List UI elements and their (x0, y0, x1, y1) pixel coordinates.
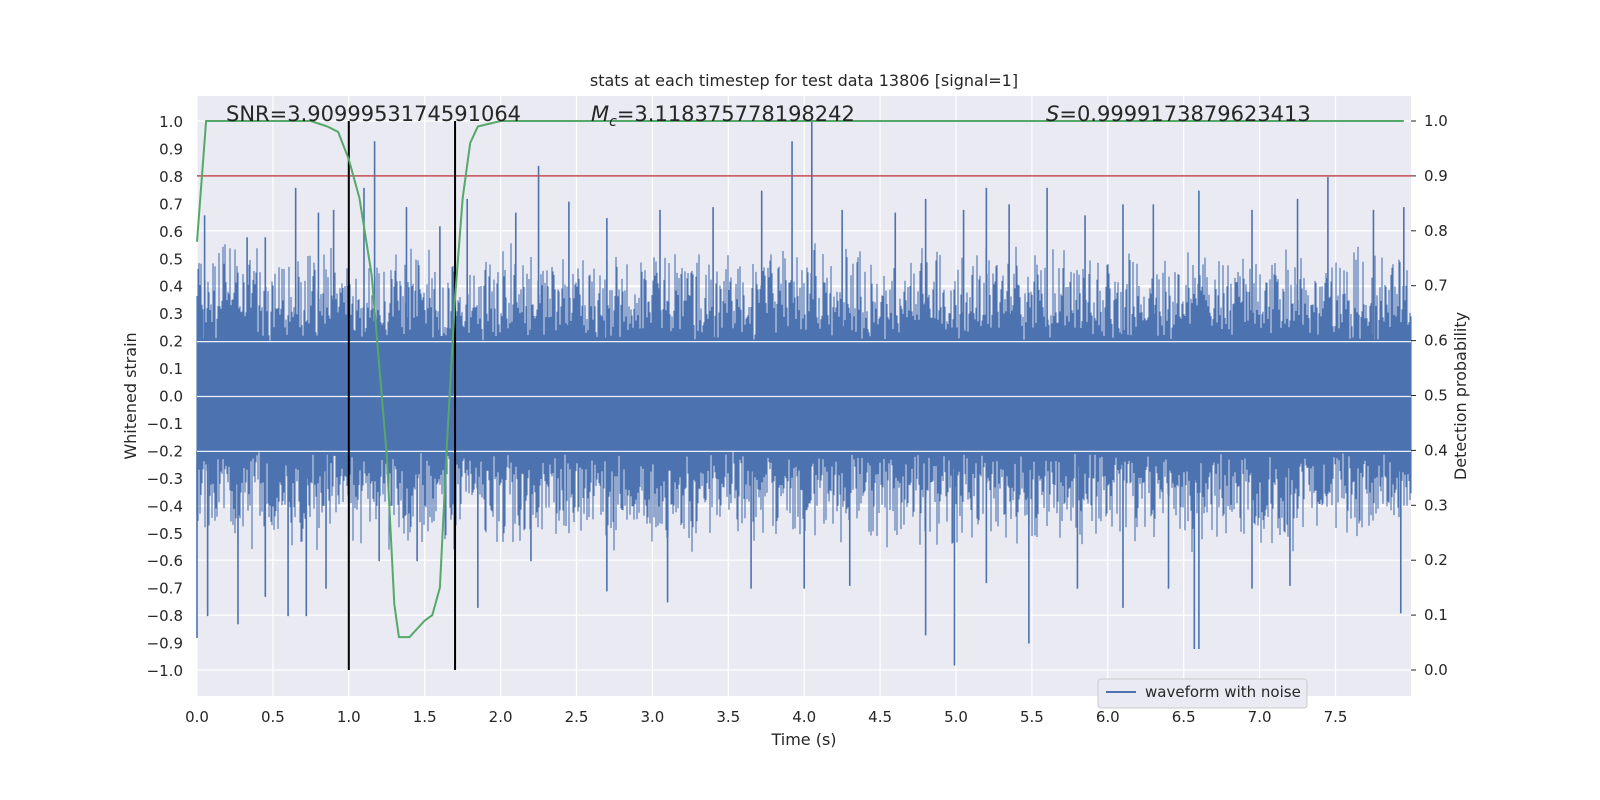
y-tick-label: −0.8 (147, 607, 183, 625)
legend: waveform with noise (1097, 678, 1308, 709)
legend-label: waveform with noise (1145, 683, 1301, 701)
y2-tick-label: 0.2 (1424, 551, 1448, 569)
y-axis-label: Whitened strain (121, 332, 140, 459)
y-tick-label: 0.7 (159, 195, 183, 213)
y2-tick-label: 0.5 (1424, 387, 1448, 405)
x-tick-label: 5.5 (1020, 708, 1044, 726)
y-tick-label: −0.1 (147, 415, 183, 433)
y-tick-label: 0.8 (159, 168, 183, 186)
y2-tick-label: 0.9 (1424, 167, 1448, 185)
y-tick-label: −1.0 (147, 662, 183, 680)
y-tick-label: −0.3 (147, 470, 183, 488)
y2-axis-label: Detection probability (1451, 312, 1470, 480)
x-tick-label: 4.0 (792, 708, 816, 726)
x-tick-label: 6.5 (1172, 708, 1196, 726)
x-tick-label: 6.0 (1096, 708, 1120, 726)
probability-line (196, 120, 1404, 639)
chart-title: stats at each timestep for test data 138… (590, 71, 1018, 90)
y-tick-label: 0.2 (159, 333, 183, 351)
x-tick-label: 1.0 (337, 708, 361, 726)
y-tick-label: −0.7 (147, 580, 183, 598)
x-tick-label: 0.0 (185, 708, 209, 726)
y-tick-label: −0.4 (147, 497, 183, 515)
x-tick-label: 4.5 (868, 708, 892, 726)
legend-box (1097, 678, 1308, 709)
x-tick-label: 3.5 (716, 708, 740, 726)
y2-tick-label: 0.8 (1424, 222, 1448, 240)
y2-tick-label: 0.7 (1424, 277, 1448, 295)
x-axis-label: Time (s) (770, 730, 836, 749)
y-tick-label: 0.1 (159, 360, 183, 378)
y-tick-label: −0.5 (147, 525, 183, 543)
y2-tick-label: 1.0 (1424, 112, 1448, 130)
y-tick-label: 0.3 (159, 305, 183, 323)
y-tick-label: 0.6 (159, 223, 183, 241)
y-tick-label: −0.9 (147, 635, 183, 653)
y-tick-label: 0.9 (159, 140, 183, 158)
s-annotation: S=0.9999173879623413 (1046, 102, 1311, 126)
x-tick-label: 7.5 (1324, 708, 1348, 726)
x-tick-label: 2.0 (489, 708, 513, 726)
y2-tick-label: 0.4 (1424, 441, 1448, 459)
y2-tick-label: 0.0 (1424, 661, 1448, 679)
x-tick-label: 0.5 (261, 708, 285, 726)
y-tick-label: 0.5 (159, 250, 183, 268)
snr-annotation: SNR=3.9099953174591064 (226, 102, 521, 126)
y2-tick-label: 0.6 (1424, 332, 1448, 350)
x-tick-label: 2.5 (565, 708, 589, 726)
x-tick-label: 1.5 (413, 708, 437, 726)
x-tick-label: 3.0 (640, 708, 664, 726)
x-tick-label: 5.0 (944, 708, 968, 726)
y-tick-label: 0.4 (159, 278, 183, 296)
x-tick-label: 7.0 (1248, 708, 1272, 726)
y-tick-label: −0.2 (147, 442, 183, 460)
y-tick-label: 0.0 (159, 388, 183, 406)
y2-tick-label: 0.3 (1424, 496, 1448, 514)
mc-annotation: Mc=3.118375778198242 (591, 102, 855, 130)
y-tick-label: −0.6 (147, 552, 183, 570)
y2-tick-label: 0.1 (1424, 606, 1448, 624)
y-tick-label: 1.0 (159, 113, 183, 131)
